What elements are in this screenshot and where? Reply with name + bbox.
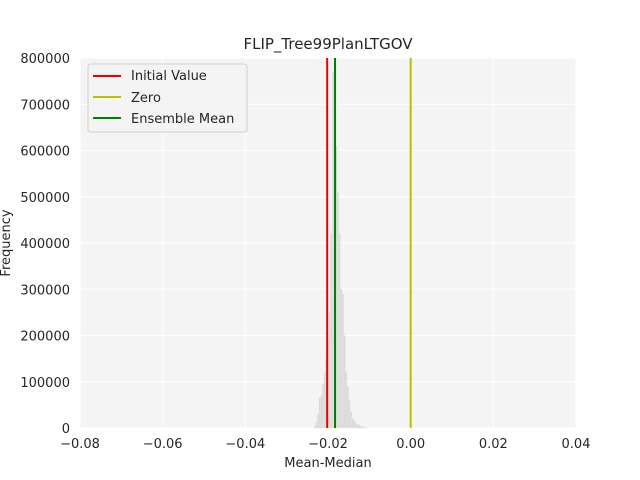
y-tick-label: 0 [62, 422, 70, 437]
histogram-bar [318, 397, 321, 429]
histogram-bar [358, 425, 361, 429]
legend-label-zero: Zero [131, 91, 161, 106]
histogram-bar [313, 425, 316, 429]
histogram-bar [356, 424, 359, 429]
histogram-bar [328, 312, 331, 429]
y-axis-label: Frequency [0, 209, 14, 276]
legend: Initial Value Zero Ensemble Mean [87, 63, 248, 133]
histogram-bar [343, 335, 346, 429]
x-tick-labels: −0.08 −0.06 −0.04 −0.02 0.00 0.02 0.04 [60, 437, 590, 452]
histogram-bar [365, 427, 368, 429]
x-tick-label: −0.08 [60, 437, 100, 452]
x-tick-label: −0.06 [143, 437, 183, 452]
histogram-bar [345, 372, 348, 429]
histogram-bar [346, 386, 349, 429]
histogram-bar [351, 418, 354, 429]
y-tick-label: 800000 [20, 52, 70, 67]
histogram-bar [338, 233, 341, 429]
y-tick-label: 600000 [20, 145, 70, 160]
histogram-bar [317, 413, 320, 429]
x-tick-label: 0.02 [479, 437, 508, 452]
y-tick-label: 200000 [20, 330, 70, 345]
histogram-bar [322, 383, 325, 429]
histogram-bar [336, 191, 339, 429]
histogram-bar [361, 426, 364, 429]
histogram-bar [340, 289, 343, 429]
histogram-bar [348, 400, 351, 429]
histogram-bar [341, 293, 344, 429]
legend-box [87, 63, 248, 133]
histogram-bar [331, 71, 334, 429]
y-tick-labels: 0 100000 200000 300000 400000 500000 600000 700… [20, 52, 70, 437]
y-tick-label: 100000 [20, 376, 70, 391]
chart-title: FLIP_Tree99PlanLTGOV [243, 35, 413, 54]
y-tick-label: 400000 [20, 237, 70, 252]
histogram-bar [323, 372, 326, 429]
histogram-bar [330, 233, 333, 429]
x-tick-label: −0.04 [225, 437, 265, 452]
x-axis-label: Mean-Median [284, 456, 371, 471]
histogram-bar [363, 426, 366, 429]
histogram-bar [350, 411, 353, 429]
x-tick-label: 0.00 [396, 437, 425, 452]
histogram-bar [315, 422, 318, 429]
histogram-bar [355, 423, 358, 429]
histogram-bar [320, 395, 323, 429]
y-tick-label: 700000 [20, 98, 70, 113]
legend-label-initial-value: Initial Value [131, 69, 207, 84]
y-tick-label: 500000 [20, 191, 70, 206]
x-tick-label: 0.04 [562, 437, 591, 452]
histogram-bar [360, 425, 363, 429]
x-tick-label: −0.02 [308, 437, 348, 452]
vertical-lines [326, 58, 412, 428]
legend-label-ensemble-mean: Ensemble Mean [131, 112, 234, 127]
y-tick-label: 300000 [20, 283, 70, 298]
histogram-bar [353, 420, 356, 429]
